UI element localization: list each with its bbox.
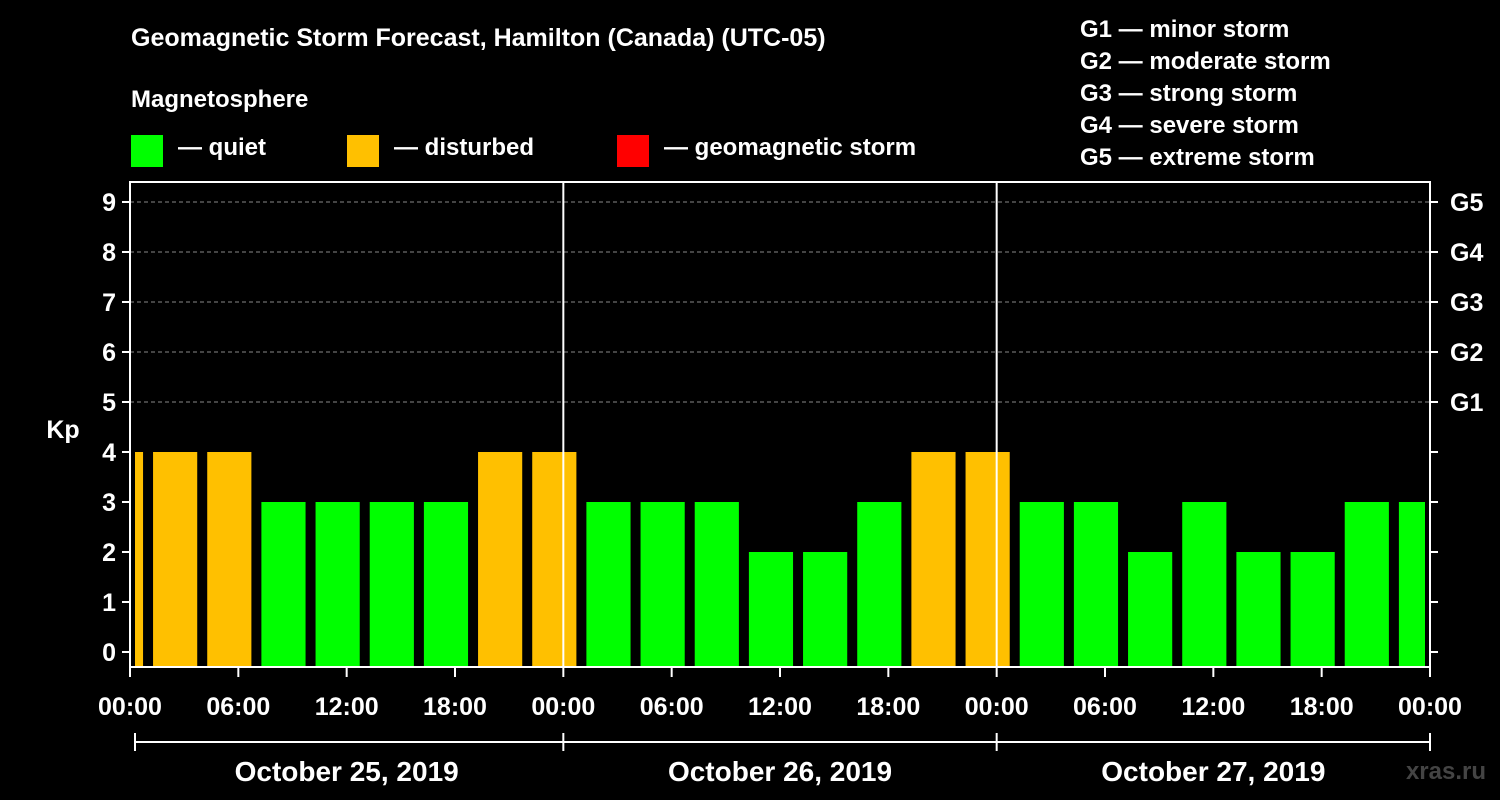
kp-bar-3 — [261, 502, 306, 667]
kp-bar-6 — [423, 502, 469, 667]
kp-bar-1 — [153, 452, 198, 667]
day-label-1: October 26, 2019 — [668, 756, 892, 787]
kp-bar-4 — [315, 502, 360, 667]
y-tick-label-5: 5 — [102, 389, 116, 417]
legend-label-disturbed: — disturbed — [394, 134, 535, 161]
legend-swatch-quiet — [131, 135, 163, 167]
x-tick-label-0: 00:00 — [98, 693, 162, 721]
x-tick-label-8: 00:00 — [965, 693, 1029, 721]
kp-bar-2 — [207, 452, 252, 667]
x-tick-label-5: 06:00 — [640, 693, 704, 721]
storm-scale-g3: G3 — strong storm — [1080, 80, 1298, 107]
axis-layer: 0 1 2 3 4 5 6 7 8 9 G1 G2 G3 G4 G5 00:00 06:00 12:00 18:00… — [98, 181, 1483, 787]
legend-label-storm: — geomagnetic storm — [664, 134, 917, 161]
x-tick-label-2: 12:00 — [315, 693, 379, 721]
kp-bar-17 — [1019, 502, 1064, 667]
kp-bar-7 — [478, 452, 523, 667]
storm-scale-g1: G1 — minor storm — [1080, 16, 1290, 43]
y-tick-label-2: 2 — [102, 539, 116, 567]
g-scale-label-G3: G3 — [1450, 289, 1483, 317]
kp-bar-13 — [803, 552, 848, 667]
kp-bar-16 — [965, 452, 1010, 667]
g-scale-label-G1: G1 — [1450, 389, 1483, 417]
x-tick-label-7: 18:00 — [856, 693, 920, 721]
y-tick-label-0: 0 — [102, 639, 116, 667]
y-axis-label: Kp — [46, 416, 79, 444]
g-scale-label-G4: G4 — [1450, 239, 1483, 267]
g-scale-label-G5: G5 — [1450, 189, 1483, 217]
kp-bar-15 — [911, 452, 956, 667]
kp-bar-21 — [1236, 552, 1281, 667]
kp-bar-18 — [1073, 502, 1119, 667]
g-scale-label-G2: G2 — [1450, 339, 1483, 367]
kp-bar-12 — [748, 552, 794, 667]
legend-swatch-disturbed — [347, 135, 379, 167]
kp-bar-22 — [1290, 552, 1335, 667]
x-tick-label-4: 00:00 — [531, 693, 595, 721]
kp-bar-9 — [586, 502, 631, 667]
y-tick-label-1: 1 — [102, 589, 116, 617]
legend-label-quiet: — quiet — [178, 134, 266, 161]
magnetosphere-label: Magnetosphere — [131, 86, 309, 113]
kp-bar-11 — [694, 502, 739, 667]
kp-bar-14 — [857, 502, 902, 667]
y-tick-label-9: 9 — [102, 189, 116, 217]
bar-layer — [135, 452, 1425, 667]
x-tick-label-3: 18:00 — [423, 693, 487, 721]
chart-title: Geomagnetic Storm Forecast, Hamilton (Ca… — [131, 24, 826, 52]
y-tick-label-3: 3 — [102, 489, 116, 517]
kp-bar-24 — [1398, 502, 1425, 667]
day-label-0: October 25, 2019 — [235, 756, 459, 787]
x-tick-label-12: 00:00 — [1398, 693, 1462, 721]
x-tick-label-10: 12:00 — [1181, 693, 1245, 721]
day-label-2: October 27, 2019 — [1101, 756, 1325, 787]
kp-bar-23 — [1344, 502, 1389, 667]
x-tick-label-9: 06:00 — [1073, 693, 1137, 721]
grid-layer — [130, 201, 1430, 403]
x-tick-label-1: 06:00 — [206, 693, 270, 721]
x-tick-label-6: 12:00 — [748, 693, 812, 721]
kp-bar-0 — [135, 452, 144, 667]
watermark: xras.ru — [1405, 758, 1486, 785]
y-tick-label-8: 8 — [102, 239, 116, 267]
legend-swatch-storm — [617, 135, 649, 167]
kp-bar-20 — [1182, 502, 1227, 667]
kp-bar-8 — [532, 452, 577, 667]
y-tick-label-6: 6 — [102, 339, 116, 367]
x-tick-label-11: 18:00 — [1290, 693, 1354, 721]
kp-bar-5 — [369, 502, 414, 667]
storm-scale-g4: G4 — severe storm — [1080, 112, 1299, 139]
y-tick-label-4: 4 — [102, 439, 116, 467]
storm-scale-g5: G5 — extreme storm — [1080, 144, 1315, 171]
kp-bar-10 — [640, 502, 685, 667]
y-tick-label-7: 7 — [102, 289, 116, 317]
storm-scale-g2: G2 — moderate storm — [1080, 48, 1331, 75]
kp-bar-19 — [1128, 552, 1173, 667]
